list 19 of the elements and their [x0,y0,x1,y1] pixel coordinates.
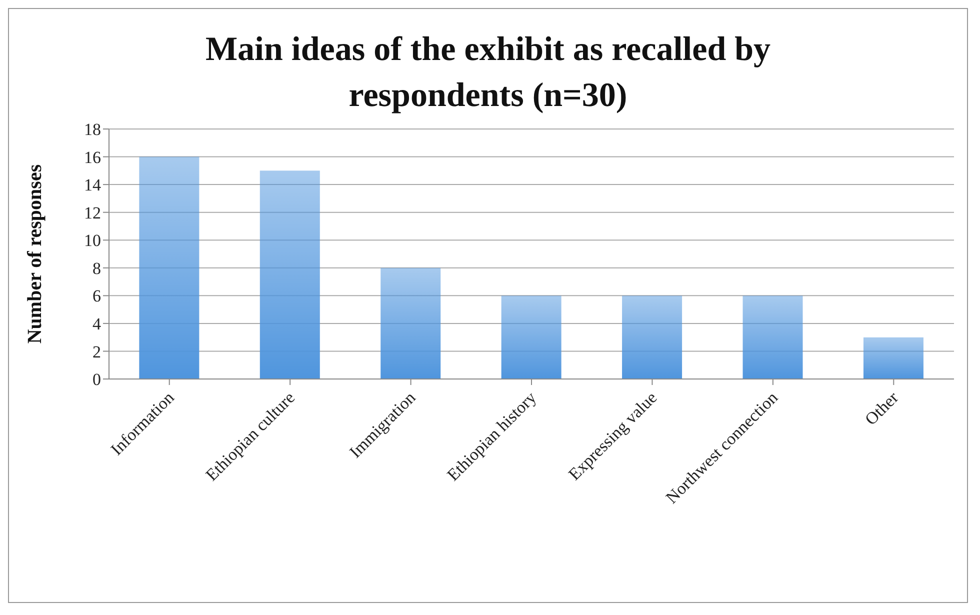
bar [863,337,924,379]
bar [380,268,441,379]
y-tick-label: 6 [92,286,101,306]
y-tick-label: 8 [92,258,101,278]
bar [622,296,682,379]
y-tick-label: 2 [92,342,101,362]
chart-title: Main ideas of the exhibit as recalled by respondents (n=30) [204,30,772,116]
bar [501,296,562,379]
bar [742,296,803,379]
y-tick-label: 14 [84,176,102,195]
bar [139,156,200,379]
y-tick-label: 16 [84,148,101,167]
y-tick-label: 10 [84,231,101,250]
y-tick-label: 12 [84,203,101,222]
y-tick-label: 0 [92,370,101,390]
y-axis-title: Number of responses [24,164,46,344]
y-tick-label: 18 [84,120,101,140]
bar [260,170,320,379]
y-tick-label: 4 [92,314,102,334]
